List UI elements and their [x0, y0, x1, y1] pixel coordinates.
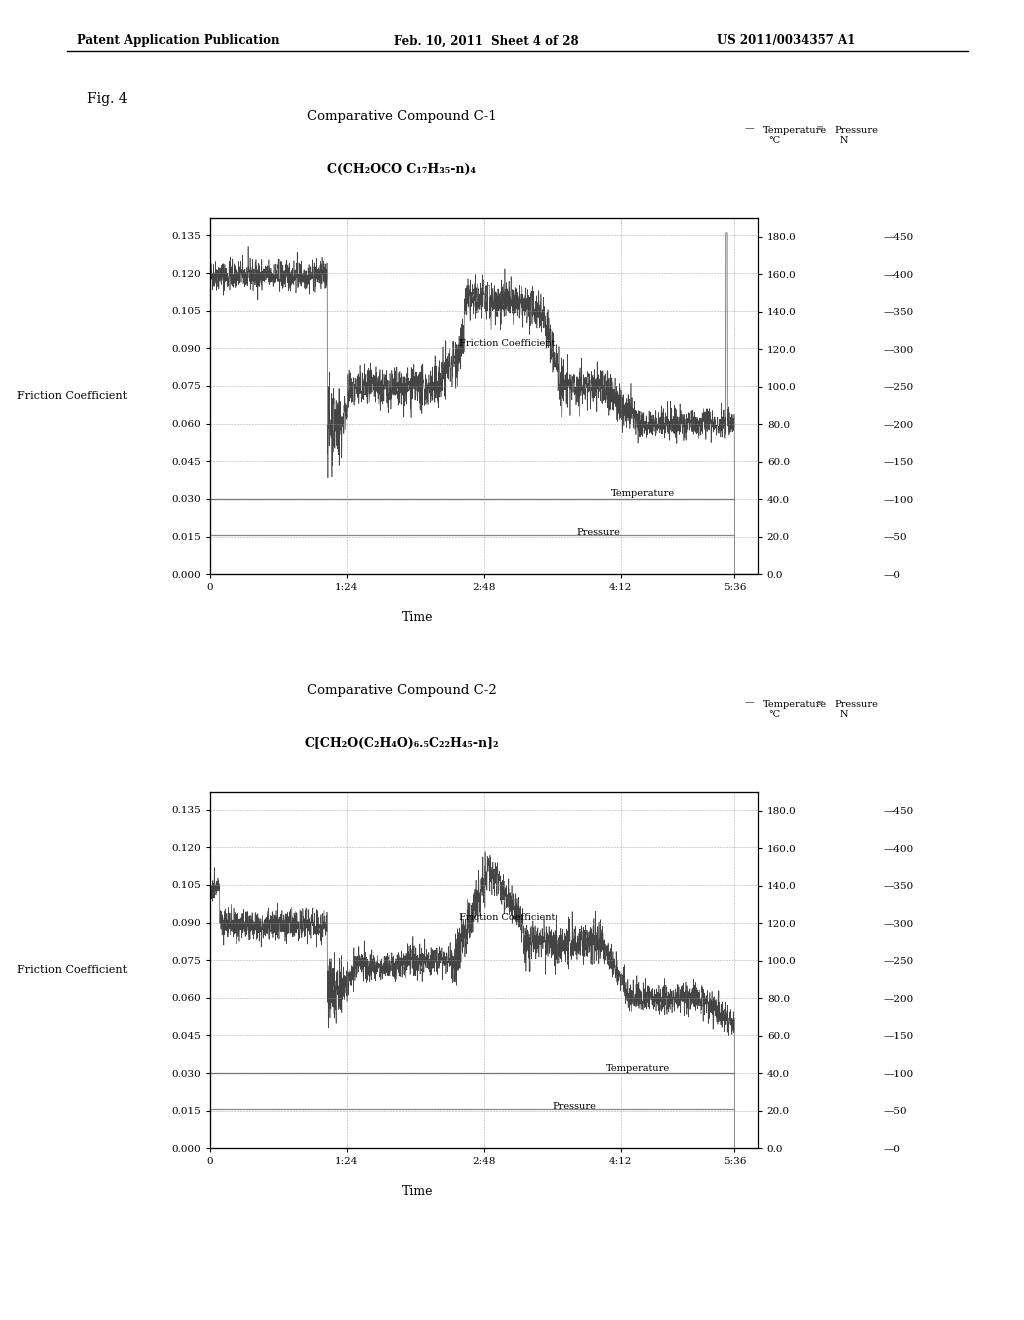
- Text: Friction Coefficient: Friction Coefficient: [460, 339, 556, 347]
- Text: Temperature: Temperature: [763, 125, 827, 135]
- Text: Feb. 10, 2011  Sheet 4 of 28: Feb. 10, 2011 Sheet 4 of 28: [394, 34, 579, 48]
- Text: Pressure: Pressure: [835, 700, 879, 709]
- Text: Friction Coefficient: Friction Coefficient: [16, 965, 127, 975]
- Text: Temperature: Temperature: [763, 700, 827, 709]
- Text: Pressure: Pressure: [577, 528, 621, 537]
- Text: °C: °C: [768, 710, 780, 719]
- Text: US 2011/0034357 A1: US 2011/0034357 A1: [717, 34, 855, 48]
- Text: Patent Application Publication: Patent Application Publication: [77, 34, 280, 48]
- Text: Friction Coefficient: Friction Coefficient: [16, 391, 127, 401]
- Text: —: —: [744, 697, 755, 708]
- Text: Pressure: Pressure: [835, 125, 879, 135]
- Text: Temperature: Temperature: [611, 490, 675, 499]
- Text: N: N: [840, 136, 848, 145]
- Text: Time: Time: [402, 611, 434, 624]
- Text: C(CH₂OCO C₁₇H₃₅-n)₄: C(CH₂OCO C₁₇H₃₅-n)₄: [327, 162, 476, 176]
- Text: Time: Time: [402, 1185, 434, 1199]
- Text: Temperature: Temperature: [606, 1064, 671, 1073]
- Text: ≡: ≡: [816, 697, 824, 708]
- Text: Comparative Compound C-2: Comparative Compound C-2: [307, 684, 497, 697]
- Text: C[CH₂O(C₂H₄O)₆.₅C₂₂H₄₅-n]₂: C[CH₂O(C₂H₄O)₆.₅C₂₂H₄₅-n]₂: [304, 737, 499, 750]
- Text: Comparative Compound C-1: Comparative Compound C-1: [307, 110, 497, 123]
- Text: Fig. 4: Fig. 4: [87, 92, 128, 107]
- Text: —: —: [744, 123, 755, 133]
- Text: °C: °C: [768, 136, 780, 145]
- Text: ≡: ≡: [816, 123, 824, 133]
- Text: Friction Coefficient: Friction Coefficient: [460, 913, 556, 921]
- Text: Pressure: Pressure: [552, 1102, 596, 1111]
- Text: N: N: [840, 710, 848, 719]
